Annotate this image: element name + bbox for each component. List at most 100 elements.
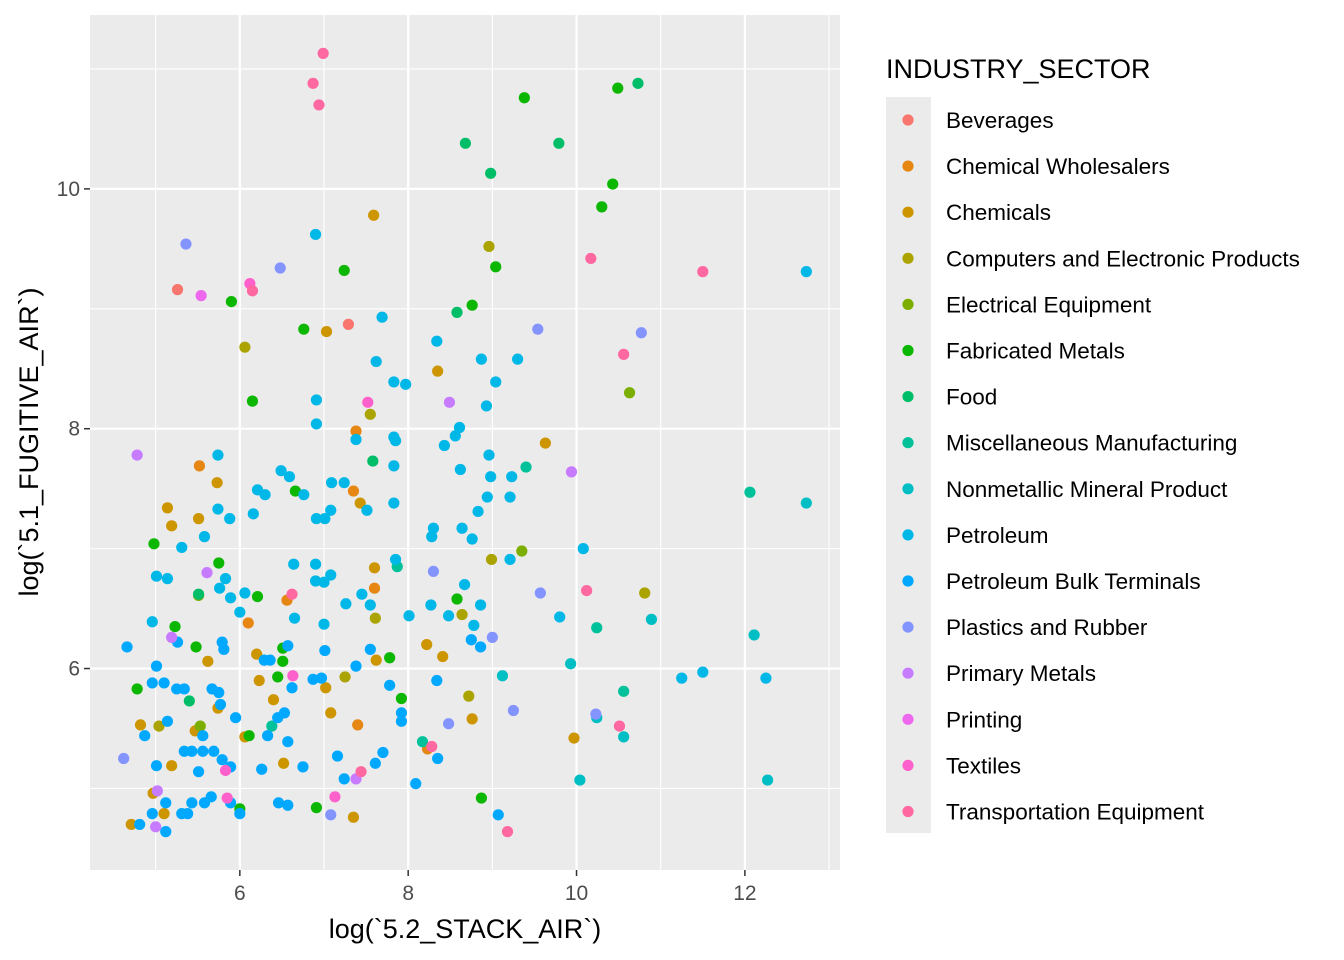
data-point	[451, 593, 463, 605]
legend-key	[902, 575, 914, 587]
data-point	[512, 353, 524, 365]
legend-key	[902, 529, 914, 541]
data-point	[370, 355, 382, 368]
data-point	[342, 318, 355, 330]
data-point	[286, 682, 298, 694]
data-point	[388, 460, 400, 472]
data-point	[148, 538, 160, 550]
data-point	[581, 584, 593, 597]
data-point	[256, 763, 268, 775]
data-point	[319, 513, 331, 525]
legend-key	[902, 298, 914, 310]
data-point	[310, 513, 323, 525]
legend-key	[902, 160, 914, 172]
data-point	[490, 376, 502, 388]
data-point	[258, 654, 270, 666]
data-point	[352, 719, 364, 731]
data-point	[421, 638, 433, 651]
data-point	[282, 640, 294, 652]
data-point	[134, 818, 146, 831]
data-point	[208, 745, 220, 757]
data-point	[553, 137, 565, 149]
data-point	[329, 791, 341, 803]
data-point	[426, 740, 438, 753]
data-point	[483, 240, 495, 253]
data-point	[744, 486, 756, 498]
data-point	[800, 497, 812, 509]
data-point	[389, 435, 402, 447]
data-point	[251, 590, 264, 603]
data-point	[591, 622, 603, 634]
data-point	[453, 421, 466, 434]
data-point	[161, 573, 174, 585]
data-point	[463, 690, 475, 702]
data-point	[160, 797, 172, 809]
data-point	[286, 588, 298, 600]
data-point	[506, 471, 518, 483]
data-point	[431, 674, 443, 687]
legend-label: Electrical Equipment	[946, 292, 1152, 317]
legend-label: Petroleum	[946, 523, 1049, 548]
data-point	[202, 655, 214, 667]
data-point	[516, 545, 528, 557]
legend-key	[902, 667, 914, 679]
legend-key	[902, 621, 914, 633]
legend-label: Beverages	[946, 108, 1054, 133]
data-point	[166, 631, 178, 643]
data-point	[364, 643, 376, 655]
data-point	[490, 261, 502, 273]
data-point	[427, 522, 440, 534]
legend-label: Miscellaneous Manufacturing	[946, 431, 1237, 456]
data-point	[193, 460, 206, 472]
data-point	[676, 672, 688, 684]
data-point	[426, 531, 438, 543]
legend-key	[902, 391, 914, 403]
data-point	[213, 557, 225, 569]
data-point	[318, 618, 330, 630]
data-point	[325, 569, 337, 581]
data-point	[318, 576, 330, 588]
data-point	[158, 808, 170, 820]
data-point	[384, 652, 396, 664]
data-point	[340, 598, 352, 610]
data-point	[507, 704, 520, 717]
data-point	[437, 650, 449, 663]
data-point	[565, 466, 578, 478]
data-point	[246, 285, 259, 297]
data-point	[325, 809, 337, 821]
data-point	[585, 252, 597, 265]
data-point	[350, 660, 362, 672]
x-tick-label: 10	[565, 882, 588, 905]
data-point	[350, 425, 362, 437]
data-point	[205, 791, 217, 803]
legend-key	[902, 114, 914, 126]
data-point	[577, 543, 589, 555]
data-point	[325, 707, 337, 719]
data-point	[262, 730, 274, 742]
ticks: 6 8 10 12 6 8 10	[57, 178, 757, 905]
legend-label: Food	[946, 385, 997, 410]
data-point	[485, 167, 497, 179]
data-point	[645, 613, 658, 625]
data-point	[458, 579, 471, 591]
legend-label: Computers and Electronic Products	[946, 246, 1300, 271]
data-point	[410, 778, 422, 790]
data-point	[474, 641, 487, 653]
legend-label: Primary Metals	[946, 661, 1096, 686]
data-point	[230, 712, 242, 724]
data-point	[496, 670, 509, 682]
data-point	[239, 341, 251, 353]
data-point	[146, 808, 158, 820]
data-point	[416, 736, 429, 748]
data-point	[618, 685, 630, 697]
data-point	[166, 760, 178, 772]
legend-label: Nonmetallic Mineral Product	[946, 477, 1228, 502]
data-point	[442, 718, 455, 730]
data-point	[607, 178, 619, 190]
data-point	[361, 504, 373, 516]
data-point	[432, 752, 444, 765]
data-point	[275, 465, 287, 477]
data-point	[169, 620, 181, 633]
data-point	[350, 433, 362, 446]
